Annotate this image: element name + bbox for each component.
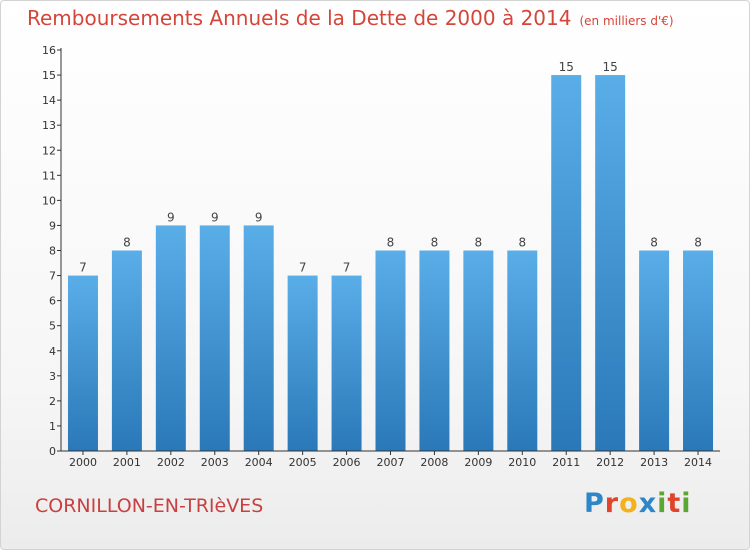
data-label-2009: 8 — [475, 236, 483, 250]
y-tick-label: 1 — [49, 420, 56, 433]
data-label-2008: 8 — [431, 236, 439, 250]
data-label-2005: 7 — [299, 261, 307, 275]
bar-2005 — [287, 275, 318, 451]
y-tick-label: 12 — [42, 144, 56, 157]
data-label-2004: 9 — [255, 210, 263, 224]
chart-title-text: Remboursements Annuels de la Dette de 20… — [27, 6, 572, 30]
y-tick-label: 7 — [49, 270, 56, 283]
data-label-2000: 7 — [79, 261, 87, 275]
bar-2007 — [375, 250, 406, 451]
bar-2001 — [111, 250, 142, 451]
logo-letter: x — [638, 488, 658, 519]
bar-2008 — [419, 250, 450, 451]
x-tick-label: 2012 — [596, 456, 624, 469]
logo-letter: r — [604, 488, 620, 519]
x-tick-label: 2011 — [552, 456, 580, 469]
y-tick-label: 2 — [49, 395, 56, 408]
y-tick-label: 15 — [42, 69, 56, 82]
x-tick-label: 2005 — [289, 456, 317, 469]
y-tick-label: 11 — [42, 169, 56, 182]
data-label-2001: 8 — [123, 236, 131, 250]
data-label-2002: 9 — [167, 210, 175, 224]
bar-2004 — [243, 225, 274, 451]
y-tick-label: 8 — [49, 245, 56, 258]
logo-letter: i — [657, 488, 668, 519]
bar-2011 — [551, 75, 582, 451]
x-tick-label: 2008 — [420, 456, 448, 469]
bar-2012 — [595, 75, 626, 451]
y-tick-label: 3 — [49, 370, 56, 383]
x-tick-label: 2002 — [157, 456, 185, 469]
y-tick-label: 14 — [42, 94, 56, 107]
y-tick-label: 13 — [42, 119, 56, 132]
chart-title: Remboursements Annuels de la Dette de 20… — [27, 6, 674, 30]
proxiti-logo: Proxiti — [584, 488, 692, 519]
bar-2003 — [199, 225, 230, 451]
data-label-2013: 8 — [650, 236, 658, 250]
x-tick-label: 2010 — [508, 456, 536, 469]
commune-name: CORNILLON-EN-TRIèVES — [35, 495, 264, 517]
x-tick-label: 2014 — [684, 456, 712, 469]
logo-letter: t — [667, 488, 682, 519]
bar-2010 — [507, 250, 538, 451]
x-tick-label: 2009 — [464, 456, 492, 469]
x-tick-label: 2006 — [333, 456, 361, 469]
x-tick-label: 2003 — [201, 456, 229, 469]
data-label-2007: 8 — [387, 236, 395, 250]
bar-2000 — [67, 275, 98, 451]
bar-2002 — [155, 225, 186, 451]
x-tick-label: 2000 — [69, 456, 97, 469]
bar-2013 — [639, 250, 670, 451]
y-tick-label: 10 — [42, 194, 56, 207]
y-tick-label: 9 — [49, 219, 56, 232]
data-label-2006: 7 — [343, 261, 351, 275]
bar-2006 — [331, 275, 362, 451]
bar-2014 — [683, 250, 714, 451]
logo-letter: i — [681, 488, 692, 519]
data-label-2011: 15 — [559, 60, 574, 74]
y-tick-label: 0 — [49, 445, 56, 458]
logo-letter: P — [584, 488, 605, 519]
x-tick-label: 2007 — [377, 456, 405, 469]
data-label-2012: 15 — [603, 60, 618, 74]
y-tick-label: 4 — [49, 345, 56, 358]
y-tick-label: 16 — [42, 44, 56, 57]
logo-letter: o — [619, 488, 639, 519]
bar-2009 — [463, 250, 494, 451]
data-label-2014: 8 — [694, 236, 702, 250]
x-tick-label: 2004 — [245, 456, 273, 469]
chart-unit: (en milliers d'€) — [579, 14, 674, 28]
y-tick-label: 5 — [49, 320, 56, 333]
data-label-2010: 8 — [518, 236, 526, 250]
y-tick-label: 6 — [49, 295, 56, 308]
x-tick-label: 2013 — [640, 456, 668, 469]
data-label-2003: 9 — [211, 210, 219, 224]
x-tick-label: 2001 — [113, 456, 141, 469]
